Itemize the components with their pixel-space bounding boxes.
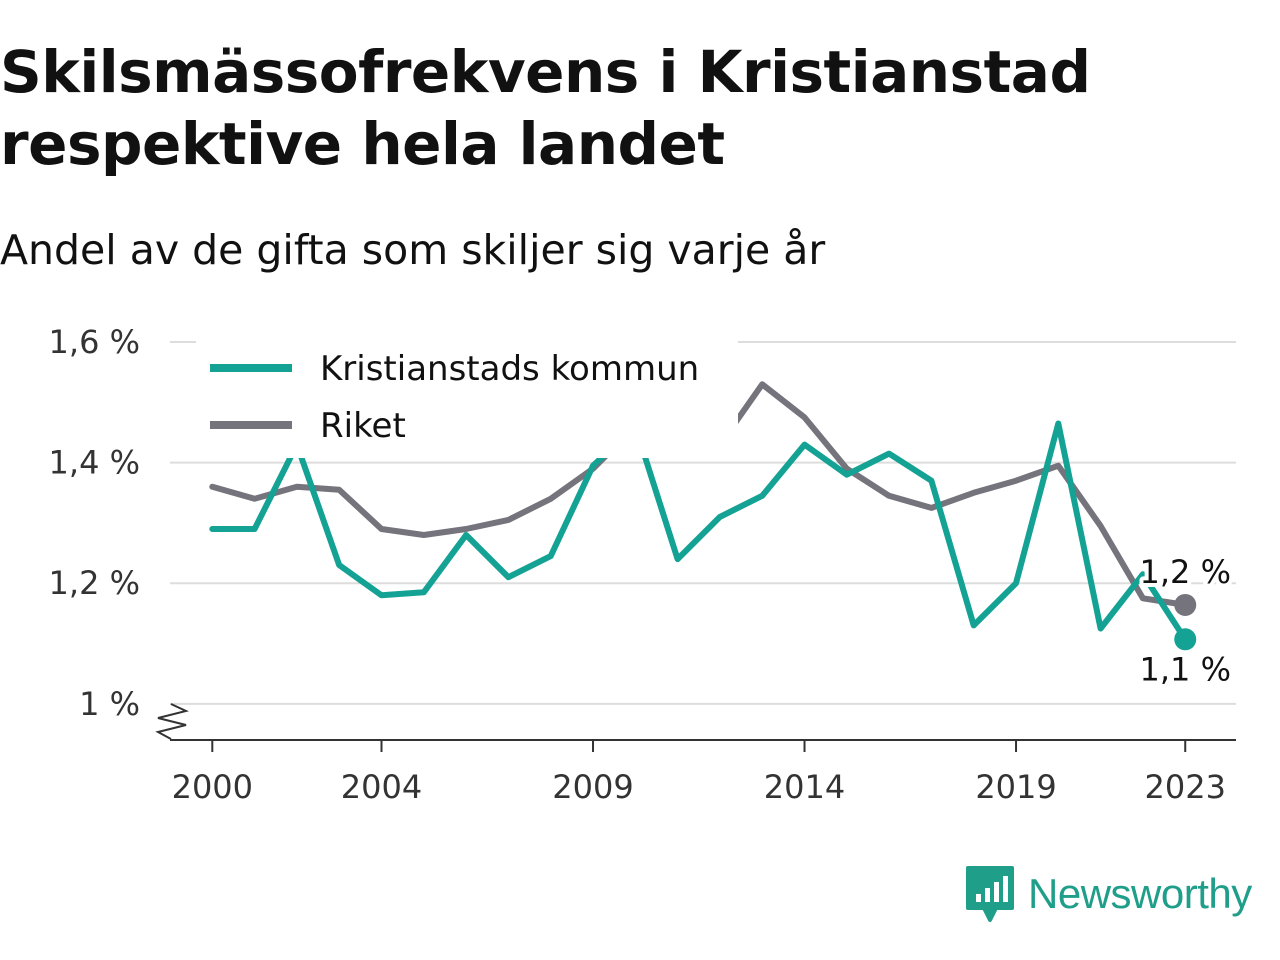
x-axis: 2000 2004 2009 2014 2019 2023	[170, 739, 1236, 806]
axis-break-icon	[155, 703, 189, 740]
y-axis-ticks: 1 % 1,2 % 1,4 % 1,6 %	[49, 323, 189, 740]
legend-label-riket: Riket	[320, 406, 406, 446]
legend-label-kristianstad: Kristianstads kommun	[320, 349, 699, 389]
x-tick-label: 2019	[975, 768, 1056, 806]
x-tick-label: 2023	[1145, 768, 1226, 806]
x-tick-label: 2014	[764, 768, 845, 806]
y-tick-label: 1 %	[79, 685, 140, 723]
legend-background	[196, 338, 738, 458]
x-tick-label: 2009	[552, 768, 633, 806]
legend: Kristianstads kommun Riket	[196, 338, 738, 458]
y-tick-label: 1,2 %	[49, 564, 140, 602]
logo-text: Newsworthy	[1028, 870, 1252, 917]
newsworthy-logo: Newsworthy	[964, 864, 1252, 924]
bar-chart-speech-bubble-icon	[966, 866, 1014, 922]
x-tick-label: 2000	[172, 768, 253, 806]
y-tick-label: 1,4 %	[49, 444, 140, 482]
end-label-riket: 1,2 %	[1140, 553, 1231, 591]
end-point-kristianstad	[1174, 628, 1197, 651]
chart-subtitle: Andel av de gifta som skiljer sig varje …	[0, 226, 826, 274]
x-tick-label: 2004	[341, 768, 422, 806]
y-tick-label: 1,6 %	[49, 323, 140, 361]
end-point-riket	[1174, 593, 1197, 616]
end-labels: 1,2 % 1,1 %	[1136, 549, 1235, 692]
series-line-kristianstad	[209, 420, 1189, 643]
end-label-kristianstad: 1,1 %	[1140, 650, 1231, 688]
chart-title: Skilsmässofrekvens i Kristianstad respek…	[0, 38, 1091, 178]
line-chart: 1 %1,2 %1,4 %1,6 % 2000 2004 2009 2014 2019 2…	[49, 323, 1236, 806]
